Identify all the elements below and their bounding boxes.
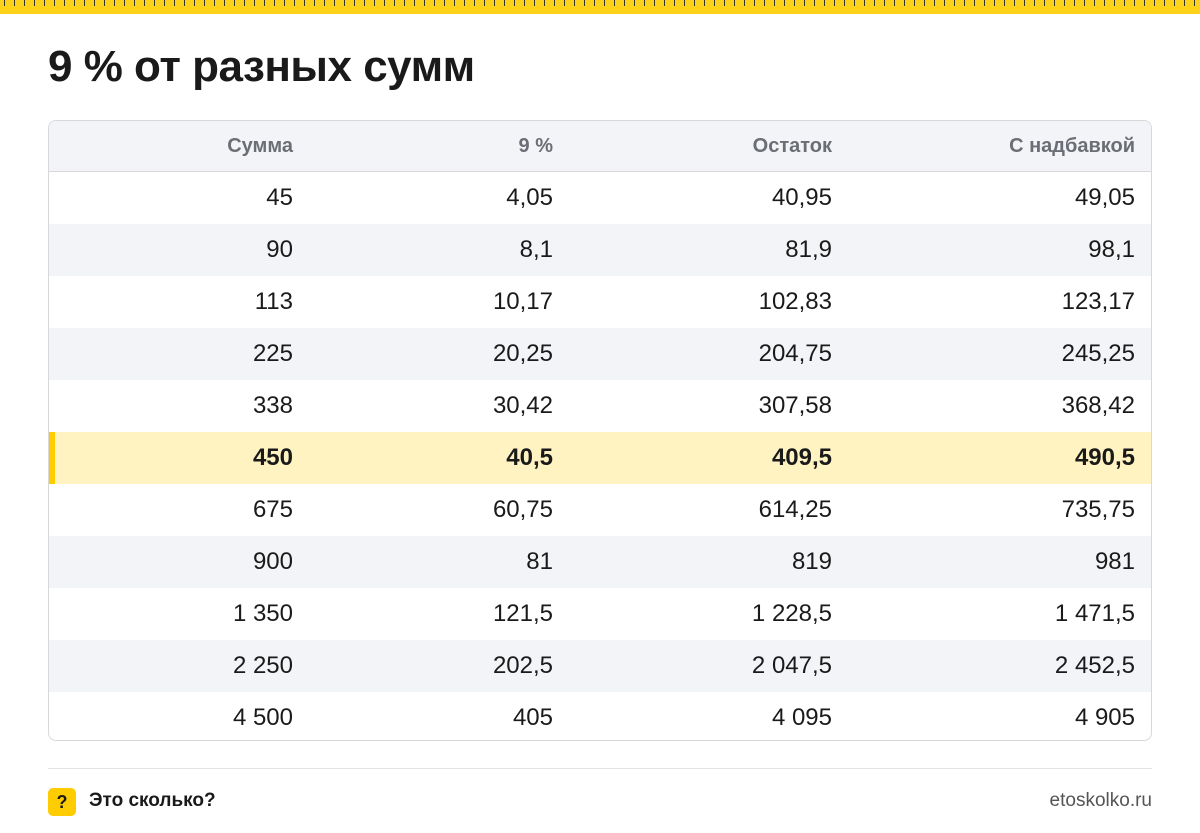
table-cell: 490,5 <box>1074 444 1135 471</box>
header-cell: С надбавкой <box>1009 134 1135 157</box>
table-cell: 4,05 <box>506 184 553 211</box>
brand: Это сколько? <box>89 790 216 811</box>
table-cell: 4 905 <box>1074 704 1135 731</box>
table-row: 90 8,1 81,9 98,1 <box>49 224 1151 276</box>
table-cell: 20,25 <box>492 340 553 367</box>
table-cell: 2 250 <box>232 652 293 679</box>
table-cell: 8,1 <box>519 236 553 263</box>
table-cell: 204,75 <box>758 340 832 367</box>
table-cell: 30,42 <box>492 392 553 419</box>
table-cell: 202,5 <box>492 652 553 679</box>
table: Сумма 9 % Остаток С надбавкой 45 4,05 40,95 49,… <box>48 120 1152 741</box>
table-cell: 1 228,5 <box>751 600 832 627</box>
table-cell: 405 <box>512 704 553 731</box>
table-cell: 40,95 <box>771 184 832 211</box>
table-cell: 307,58 <box>758 392 832 419</box>
table-cell: 2 452,5 <box>1054 652 1135 679</box>
table-cell: 49,05 <box>1074 184 1135 211</box>
table-cell: 81 <box>526 548 553 575</box>
site-link[interactable]: etoskolko.ru <box>1049 790 1152 811</box>
title: 9 % от разных сумм <box>48 42 475 91</box>
table-cell: 675 <box>252 496 293 523</box>
header-cell: 9 % <box>518 134 553 157</box>
table-cell: 819 <box>791 548 832 575</box>
table-cell: 90 <box>266 236 293 263</box>
logo-badge: ? <box>48 788 76 816</box>
table-cell: 981 <box>1094 548 1135 575</box>
highlighted-row: 450 40,5 409,5 490,5 <box>49 432 1151 484</box>
table-row: 900 81 819 981 <box>49 536 1151 588</box>
table-cell: 60,75 <box>492 496 553 523</box>
table-cell: 225 <box>252 340 293 367</box>
table-cell: 368,42 <box>1061 392 1135 419</box>
table-cell: 113 <box>254 288 293 315</box>
table-cell: 900 <box>252 548 293 575</box>
table-cell: 45 <box>266 184 293 211</box>
table-row: 113 10,17 102,83 123,17 <box>49 276 1151 328</box>
ruler-decoration <box>0 0 1200 14</box>
header-cell: Остаток <box>752 134 832 157</box>
table-row: 4 500 405 4 095 4 905 <box>49 692 1151 740</box>
table-cell: 98,1 <box>1088 236 1135 263</box>
table-cell: 123,17 <box>1061 288 1135 315</box>
table-cell: 10,17 <box>492 288 553 315</box>
table-cell: 102,83 <box>758 288 832 315</box>
header-row: Сумма 9 % Остаток С надбавкой <box>49 121 1151 172</box>
table-cell: 1 471,5 <box>1054 600 1135 627</box>
table-cell: 338 <box>252 392 293 419</box>
header-cell: Сумма <box>227 134 293 157</box>
table-cell: 4 095 <box>771 704 832 731</box>
table-cell: 81,9 <box>785 236 832 263</box>
table-row: 1 350 121,5 1 228,5 1 471,5 <box>49 588 1151 640</box>
table-cell: 735,75 <box>1061 496 1135 523</box>
footer-divider <box>48 768 1152 769</box>
table-cell: 245,25 <box>1061 340 1135 367</box>
table-row: 675 60,75 614,25 735,75 <box>49 484 1151 536</box>
table-cell: 40,5 <box>506 444 553 471</box>
table-row: 225 20,25 204,75 245,25 <box>49 328 1151 380</box>
table-cell: 4 500 <box>232 704 293 731</box>
table-cell: 614,25 <box>758 496 832 523</box>
table-row: 2 250 202,5 2 047,5 2 452,5 <box>49 640 1151 692</box>
table-cell: 121,5 <box>492 600 553 627</box>
table-cell: 450 <box>252 444 293 471</box>
table-cell: 1 350 <box>232 600 293 627</box>
table-cell: 2 047,5 <box>751 652 832 679</box>
table-cell: 409,5 <box>771 444 832 471</box>
table-row: 45 4,05 40,95 49,05 <box>49 172 1151 224</box>
table-row: 338 30,42 307,58 368,42 <box>49 380 1151 432</box>
